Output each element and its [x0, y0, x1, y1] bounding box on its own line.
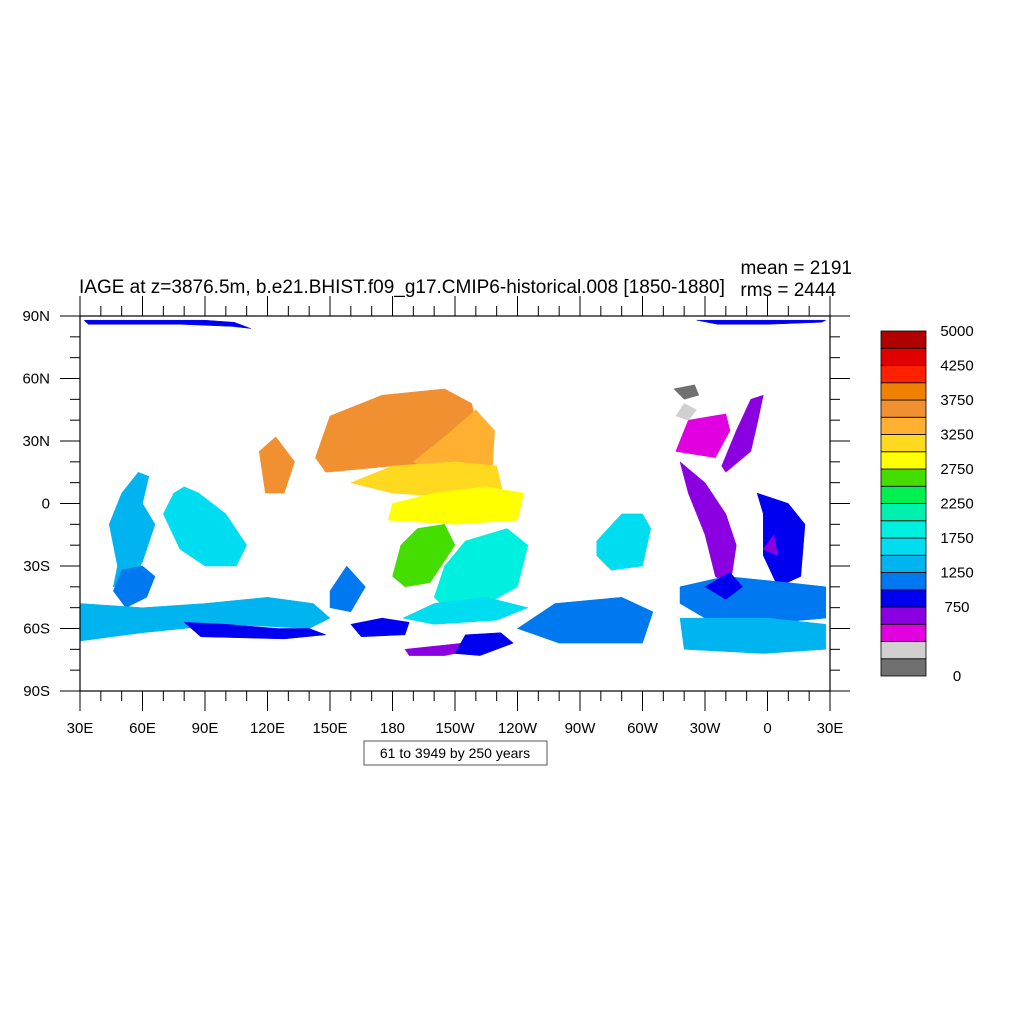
mean-label: mean = 2191 [741, 258, 852, 279]
contour-region-24 [675, 403, 698, 421]
colorbar-label: 3750 [940, 392, 973, 409]
contour-region-27 [756, 492, 806, 588]
y-tick-label: 30N [22, 433, 50, 450]
colorbar-swatch [880, 365, 927, 384]
colorbar-swatch [880, 434, 927, 453]
x-tick-label: 30E [67, 720, 94, 737]
x-tick-label: 30E [817, 720, 844, 737]
x-tick-label: 90E [192, 720, 219, 737]
contour-region-20 [454, 632, 514, 656]
x-tick-label: 60W [627, 720, 659, 737]
y-tick-label: 90N [22, 308, 50, 325]
contour-region-21 [596, 513, 652, 571]
contour-region-23 [673, 384, 700, 400]
x-tick-label: 180 [380, 720, 405, 737]
colorbar-swatch [880, 520, 927, 539]
x-tick-label: 120W [498, 720, 538, 737]
contour-region-4 [163, 486, 247, 567]
contour-region-7 [183, 622, 326, 640]
colorbar-swatch [880, 416, 927, 435]
colorbar-swatch [880, 589, 927, 608]
colorbar-swatch [880, 330, 927, 349]
contour-region-17 [402, 597, 529, 625]
colorbar-swatch [880, 451, 927, 470]
colorbar-swatch [880, 623, 927, 642]
contour-region-8 [329, 565, 366, 613]
y-tick-label: 0 [42, 496, 50, 513]
contour-info-box [363, 740, 548, 766]
colorbar-swatch [880, 503, 927, 522]
colorbar-swatch [880, 399, 927, 418]
contour-region-28 [762, 534, 779, 557]
contour-region-2 [696, 319, 826, 325]
x-tick-label: 90W [565, 720, 597, 737]
y-tick-label: 60S [23, 621, 50, 638]
colorbar-label: 750 [944, 599, 969, 616]
colorbar-label: 2250 [940, 496, 973, 513]
colorbar-swatch [880, 485, 927, 504]
colorbar-label: 5000 [940, 323, 973, 340]
colorbar-label: 1250 [940, 565, 973, 582]
x-tick-label: 120E [250, 720, 285, 737]
contour-region-18 [516, 597, 654, 644]
y-tick-label: 60N [22, 371, 50, 388]
y-tick-label: 90S [23, 683, 50, 700]
x-tick-label: 60E [129, 720, 156, 737]
contour-info-label: 61 to 3949 by 250 years [380, 745, 530, 761]
y-tick-label: 30S [23, 558, 50, 575]
x-tick-label: 150E [312, 720, 347, 737]
contour-region-25 [679, 461, 737, 588]
rms-label: rms = 2444 [740, 280, 836, 301]
colorbar-swatch [880, 468, 927, 487]
contour-region-29 [679, 576, 827, 625]
map-tick-layer: 30E 60E 90E 120E 150E 180 150W 120W 90W 60W 30W 0 30… [22, 296, 850, 737]
x-tick-label: 0 [763, 720, 771, 737]
map-region-layer [79, 319, 827, 656]
contour-region-31 [704, 571, 743, 600]
contour-region-1 [83, 319, 251, 329]
colorbar-swatch [880, 554, 927, 573]
colorbar-swatch [880, 658, 927, 677]
contour-region-14 [387, 486, 525, 525]
colorbar-label: 3250 [940, 427, 973, 444]
contour-region-11 [258, 436, 295, 494]
colorbar-swatch [880, 382, 927, 401]
colorbar-swatch [880, 641, 927, 660]
chart-title: IAGE at z=3876.5m, b.e21.BHIST.f09_g17.C… [79, 277, 725, 298]
colorbar-label: 2750 [940, 461, 973, 478]
colorbar-label: 1750 [940, 530, 973, 547]
contour-region-5 [113, 565, 156, 609]
colorbar-swatch [880, 537, 927, 556]
colorbar-swatch [880, 606, 927, 625]
contour-region-22 [675, 413, 731, 458]
contour-region-15 [392, 524, 456, 588]
contour-region-6 [79, 597, 331, 642]
contour-region-9 [350, 617, 410, 638]
colorbar-label: 4250 [940, 358, 973, 375]
colorbar-swatch [880, 347, 927, 366]
colorbar-swatch [880, 572, 927, 591]
x-tick-label: 30W [690, 720, 722, 737]
colorbar: 0 750 1250 1750 2250 2750 3250 3750 4250 5000 [880, 323, 974, 685]
contour-region-30 [679, 617, 827, 654]
contour-region-13 [349, 461, 504, 498]
contour-region-26 [721, 394, 764, 473]
colorbar-label: 0 [953, 668, 961, 685]
x-tick-label: 150W [435, 720, 475, 737]
